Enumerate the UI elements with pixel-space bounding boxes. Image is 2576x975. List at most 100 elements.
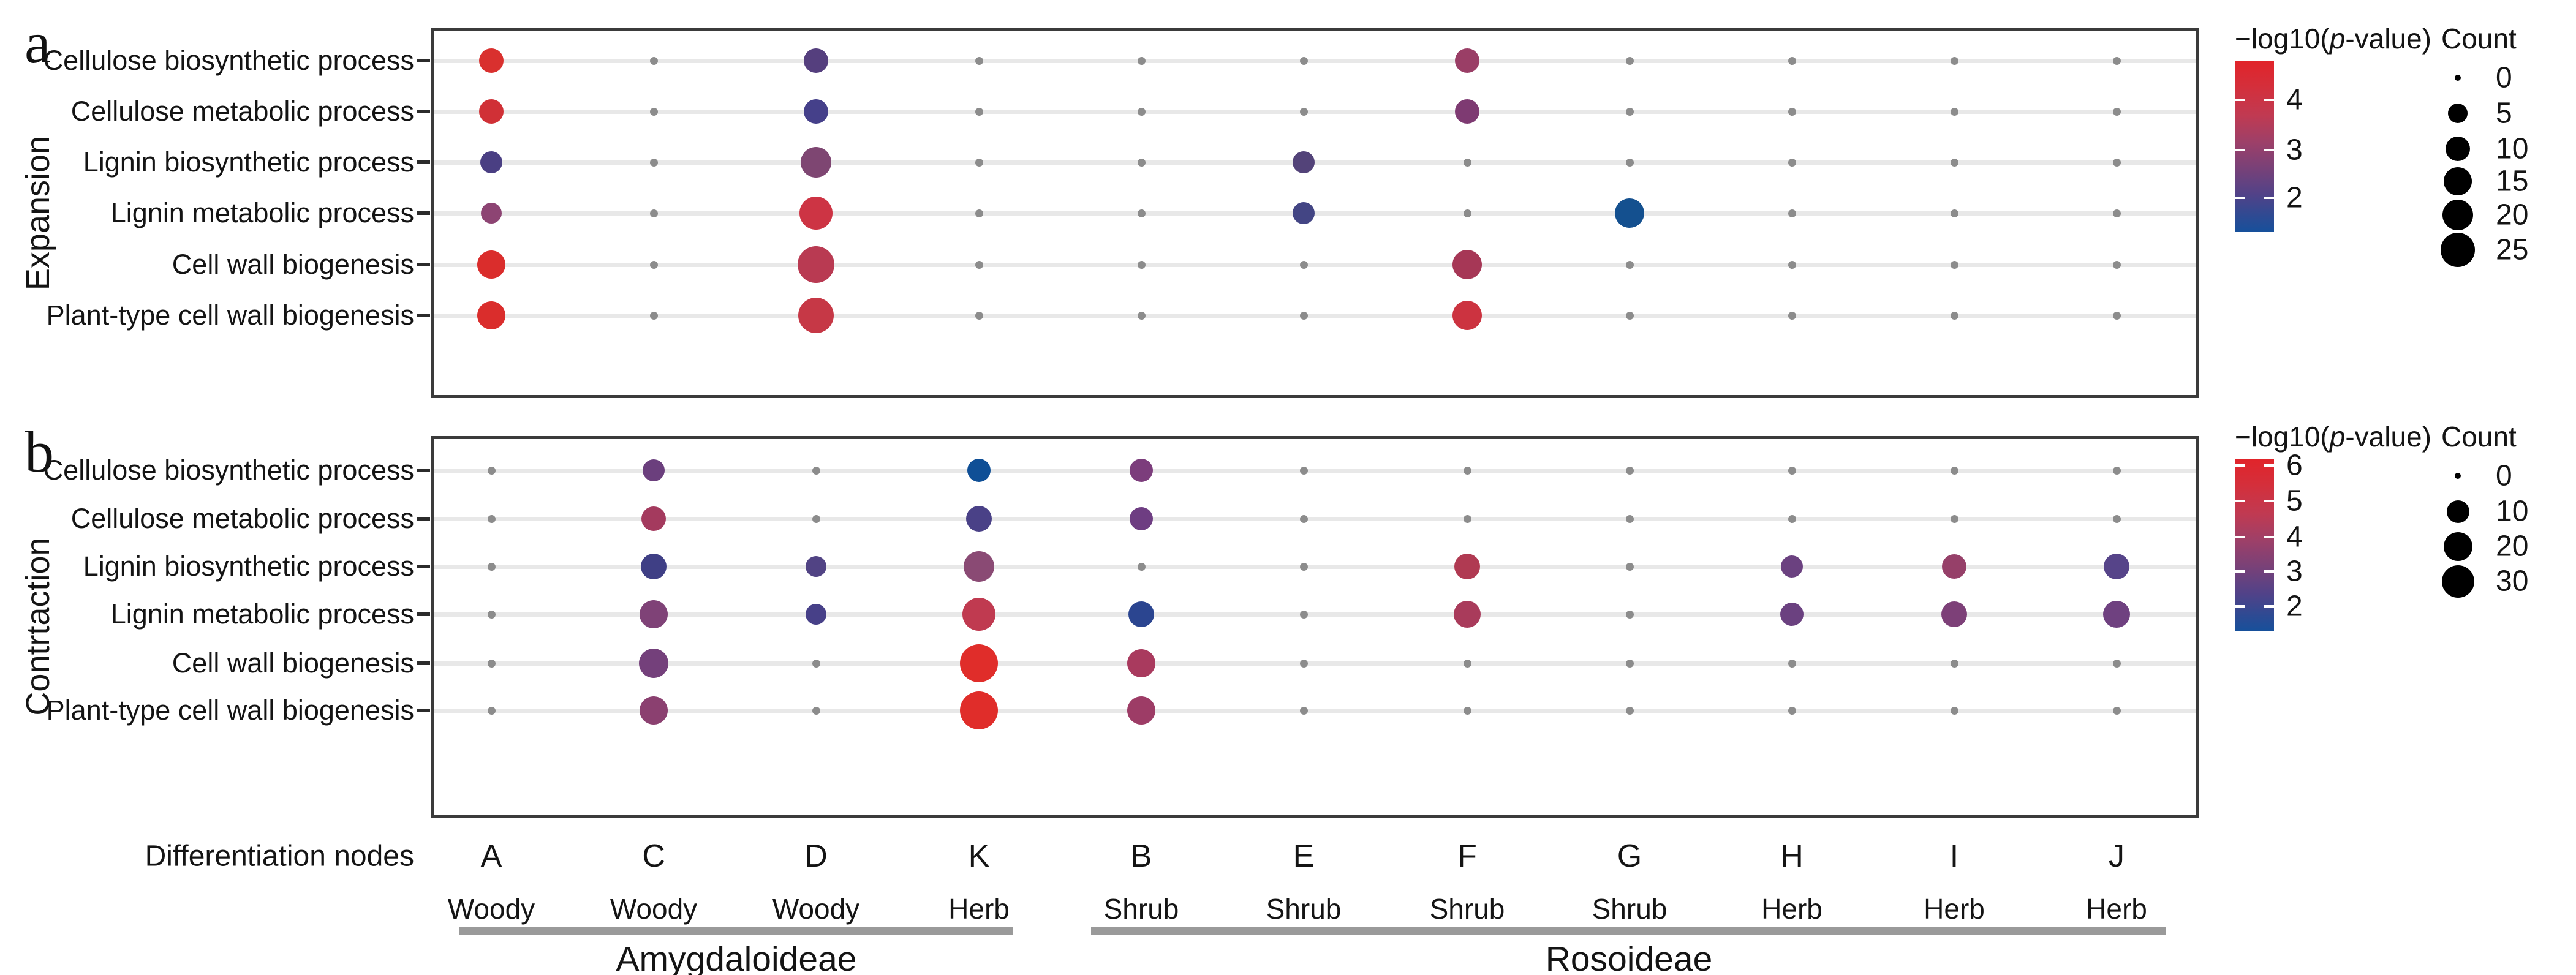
data-point xyxy=(480,151,502,173)
zero-count-dot xyxy=(1299,562,1308,571)
y-axis-tick xyxy=(417,517,430,521)
data-point xyxy=(1293,151,1315,173)
zero-count-dot xyxy=(649,311,658,320)
zero-count-dot xyxy=(1950,158,1958,167)
y-axis-tick xyxy=(417,661,430,665)
colorbar-tick-label: 5 xyxy=(2286,484,2303,518)
zero-count-dot xyxy=(1137,260,1146,269)
y-axis-tick xyxy=(417,263,430,266)
data-point xyxy=(1942,554,1966,579)
zero-count-dot xyxy=(1625,514,1634,523)
data-point xyxy=(1454,554,1480,579)
x-axis-habit-label: Herb xyxy=(2086,893,2147,925)
data-point xyxy=(1452,301,1482,330)
data-point xyxy=(1127,649,1155,677)
zero-count-dot xyxy=(1299,514,1308,523)
count-legend-title-a: Count xyxy=(2441,23,2517,55)
gridline xyxy=(434,263,2196,267)
data-point xyxy=(477,301,505,329)
y-axis-tick xyxy=(417,469,430,472)
zero-count-dot xyxy=(975,158,983,167)
zero-count-dot xyxy=(649,260,658,269)
y-axis-label: Cellulose metabolic process xyxy=(70,96,414,127)
colorbar-tick-label: 4 xyxy=(2286,521,2303,554)
x-axis-node-label: B xyxy=(1130,838,1152,874)
colorbar-title-prefix: −log10( xyxy=(2235,23,2330,55)
data-point xyxy=(798,246,834,283)
gridline xyxy=(434,661,2196,666)
count-legend-label: 20 xyxy=(2496,530,2529,563)
colorbar-tick xyxy=(2264,149,2274,151)
zero-count-dot xyxy=(1625,56,1634,65)
zero-count-dot xyxy=(1137,158,1146,167)
group-underline xyxy=(459,927,1013,935)
colorbar-tick xyxy=(2235,99,2245,101)
zero-count-dot xyxy=(1950,659,1958,668)
zero-count-dot xyxy=(2112,260,2121,269)
count-legend-title-b: Count xyxy=(2441,421,2517,453)
data-point xyxy=(1455,99,1479,124)
zero-count-dot xyxy=(2112,466,2121,475)
data-point xyxy=(806,604,826,625)
zero-count-dot xyxy=(1788,209,1796,217)
zero-count-dot xyxy=(649,56,658,65)
zero-count-dot xyxy=(1625,706,1634,715)
zero-count-dot xyxy=(1137,311,1146,320)
zero-count-dot xyxy=(649,107,658,116)
zero-count-dot xyxy=(975,311,983,320)
x-axis-node-label: F xyxy=(1457,838,1477,874)
gridline xyxy=(434,709,2196,713)
y-axis-tick xyxy=(417,314,430,317)
colorbar-tick xyxy=(2264,197,2274,199)
group-label: Rosoideae xyxy=(1545,939,1713,975)
zero-count-dot xyxy=(1299,107,1308,116)
y-axis-tick xyxy=(417,160,430,164)
zero-count-dot xyxy=(1137,209,1146,217)
zero-count-dot xyxy=(2112,209,2121,217)
count-legend-dot xyxy=(2455,75,2461,81)
zero-count-dot xyxy=(1788,260,1796,269)
count-legend-label: 10 xyxy=(2496,495,2529,528)
x-axis-node-label: D xyxy=(804,838,828,874)
x-axis-habit-label: Woody xyxy=(610,893,698,925)
zero-count-dot xyxy=(1137,562,1146,571)
colorbar-title-p: p xyxy=(2329,421,2346,453)
zero-count-dot xyxy=(2112,311,2121,320)
data-point xyxy=(1941,601,1967,627)
count-legend-label: 0 xyxy=(2496,61,2512,94)
data-point xyxy=(801,147,831,178)
colorbar-tick-label: 6 xyxy=(2286,449,2303,482)
zero-count-dot xyxy=(1625,562,1634,571)
zero-count-dot xyxy=(1299,706,1308,715)
zero-count-dot xyxy=(1788,659,1796,668)
zero-count-dot xyxy=(1788,466,1796,475)
zero-count-dot xyxy=(1788,107,1796,116)
x-axis-habit-label: Shrub xyxy=(1429,893,1505,925)
zero-count-dot xyxy=(1625,466,1634,475)
zero-count-dot xyxy=(1788,706,1796,715)
y-axis-tick xyxy=(417,709,430,712)
zero-count-dot xyxy=(487,562,496,571)
zero-count-dot xyxy=(487,706,496,715)
y-axis-tick xyxy=(417,211,430,215)
data-point xyxy=(960,644,998,682)
gridline xyxy=(434,469,2196,473)
colorbar-tick xyxy=(2264,536,2274,538)
x-axis-title: Differentiation nodes xyxy=(145,840,414,873)
count-legend-label: 0 xyxy=(2496,459,2512,492)
zero-count-dot xyxy=(487,466,496,475)
x-axis-node-label: G xyxy=(1617,838,1642,874)
data-point xyxy=(1615,198,1644,228)
zero-count-dot xyxy=(975,56,983,65)
zero-count-dot xyxy=(1137,56,1146,65)
zero-count-dot xyxy=(975,107,983,116)
zero-count-dot xyxy=(1299,659,1308,668)
zero-count-dot xyxy=(975,260,983,269)
zero-count-dot xyxy=(1950,514,1958,523)
y-axis-label: Lignin biosynthetic process xyxy=(83,146,414,178)
count-legend-label: 30 xyxy=(2496,565,2529,598)
data-point xyxy=(481,203,502,224)
colorbar-tick xyxy=(2235,464,2245,467)
count-legend-label: 5 xyxy=(2496,97,2512,130)
colorbar-tick xyxy=(2235,570,2245,573)
